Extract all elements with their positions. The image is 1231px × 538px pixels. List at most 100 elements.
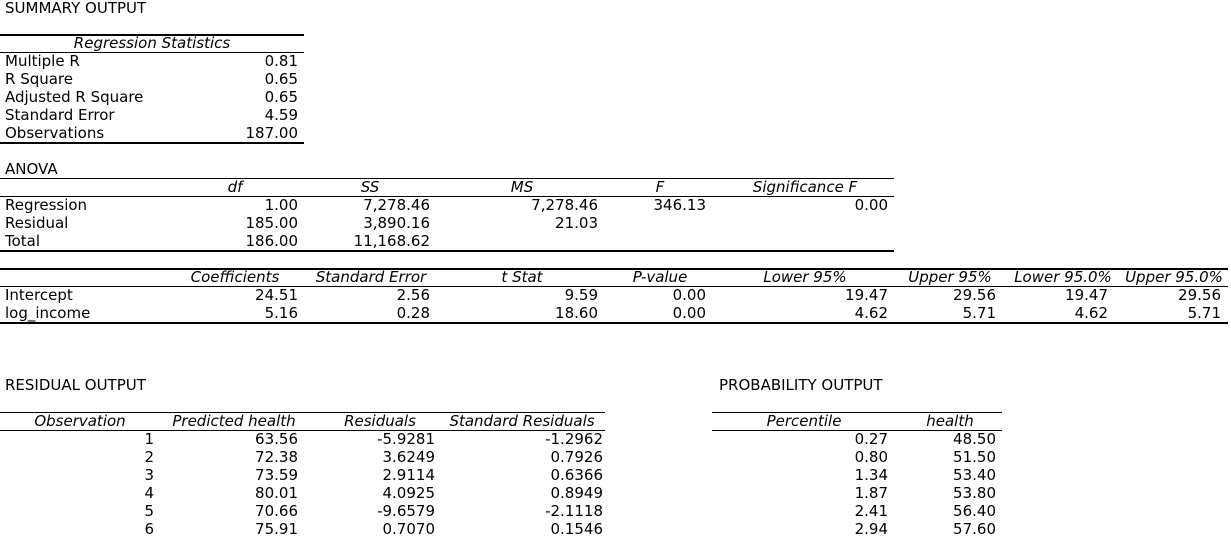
residual-cell-stdresidual: 0.1546: [550, 520, 604, 538]
residual-cell-residual: 0.7070: [382, 520, 436, 538]
probability-top-rule: [712, 412, 1002, 413]
coef-header-upper95: Upper 95%: [908, 268, 992, 286]
regstats-value: 187.00: [245, 124, 299, 142]
regstats-label: Adjusted R Square: [5, 88, 144, 106]
coef-header-stderr: Standard Error: [315, 268, 427, 286]
residual-cell-predicted: 75.91: [255, 520, 298, 538]
anova-header-df: df: [227, 178, 243, 196]
coef-cell: 4.62: [1074, 304, 1108, 322]
regstats-label: R Square: [5, 70, 73, 88]
coef-cell: 19.47: [845, 286, 888, 304]
probability-cell-health: 51.50: [953, 448, 996, 466]
residual-cell-predicted: 73.59: [255, 466, 298, 484]
regstats-top-rule: [0, 34, 304, 36]
coef-header-lower95: Lower 95%: [763, 268, 847, 286]
coef-cell: 29.56: [1178, 286, 1221, 304]
coef-cell: 0.00: [672, 286, 706, 304]
anova-cell-f: 346.13: [653, 196, 707, 214]
anova-cell-ss: 3,890.16: [363, 214, 430, 232]
anova-header-ms: MS: [510, 178, 534, 196]
residual-cell-residual: 4.0925: [382, 484, 436, 502]
regstats-value: 0.65: [264, 70, 298, 88]
coef-cell: 5.71: [962, 304, 996, 322]
probability-header-health: health: [926, 412, 974, 430]
regstats-label: Multiple R: [5, 52, 80, 70]
probability-cell-health: 53.80: [953, 484, 996, 502]
residual-header-observation: Observation: [34, 412, 126, 430]
residual-cell-obs: 3: [144, 466, 154, 484]
anova-cell-sig: 0.00: [854, 196, 888, 214]
anova-cell-ms: 7,278.46: [531, 196, 598, 214]
residual-header-residuals: Residuals: [344, 412, 416, 430]
residual-header-stdresiduals: Standard Residuals: [449, 412, 595, 430]
regstats-label: Standard Error: [5, 106, 115, 124]
residual-cell-obs: 4: [144, 484, 154, 502]
probability-cell-percentile: 0.80: [854, 448, 888, 466]
anova-top-rule: [0, 178, 894, 179]
regstats-bottom-rule: [0, 142, 304, 144]
probability-cell-health: 48.50: [953, 430, 996, 448]
residual-header-predicted: Predicted health: [172, 412, 296, 430]
residual-cell-residual: 2.9114: [382, 466, 436, 484]
coef-cell: 0.28: [396, 304, 430, 322]
residual-top-rule: [0, 412, 605, 413]
coef-header-tstat: t Stat: [501, 268, 543, 286]
anova-title: ANOVA: [5, 160, 58, 178]
coef-header-coefficients: Coefficients: [190, 268, 280, 286]
residual-cell-residual: -9.6579: [377, 502, 435, 520]
anova-cell-ms: 21.03: [555, 214, 598, 232]
anova-row-label: Regression: [5, 196, 88, 214]
probability-cell-health: 57.60: [953, 520, 996, 538]
anova-cell-df: 186.00: [245, 232, 299, 250]
coef-cell: 5.16: [264, 304, 298, 322]
residual-cell-obs: 6: [144, 520, 154, 538]
probability-header-rule: [712, 430, 1002, 431]
anova-row-label: Residual: [5, 214, 69, 232]
probability-cell-health: 53.40: [953, 466, 996, 484]
anova-cell-ss: 7,278.46: [363, 196, 430, 214]
anova-header-sig: Significance F: [752, 178, 858, 196]
residual-cell-stdresidual: 0.6366: [550, 466, 604, 484]
residual-cell-predicted: 63.56: [255, 430, 298, 448]
coef-cell: 5.71: [1187, 304, 1221, 322]
residual-cell-stdresidual: 0.7926: [550, 448, 604, 466]
coef-cell: 9.59: [564, 286, 598, 304]
coef-cell: 2.56: [396, 286, 430, 304]
residual-cell-obs: 2: [144, 448, 154, 466]
probability-cell-percentile: 1.34: [854, 466, 888, 484]
probability-title: PROBABILITY OUTPUT: [719, 376, 883, 394]
residual-cell-predicted: 70.66: [255, 502, 298, 520]
residual-cell-predicted: 72.38: [255, 448, 298, 466]
regstats-label: Observations: [5, 124, 105, 142]
coef-row-label: Intercept: [5, 286, 73, 304]
probability-cell-percentile: 2.94: [854, 520, 888, 538]
residual-cell-stdresidual: -2.1118: [545, 502, 603, 520]
regstats-header: Regression Statistics: [73, 34, 231, 52]
anova-header-ss: SS: [360, 178, 380, 196]
probability-header-percentile: Percentile: [766, 412, 842, 430]
residual-cell-obs: 5: [144, 502, 154, 520]
coef-cell: 19.47: [1065, 286, 1108, 304]
coef-bottom-rule: [0, 322, 1228, 324]
regstats-header-rule: [0, 52, 304, 53]
coef-cell: 24.51: [255, 286, 298, 304]
anova-cell-ss: 11,168.62: [353, 232, 430, 250]
anova-bottom-rule: [0, 250, 894, 252]
coef-cell: 4.62: [854, 304, 888, 322]
coef-row-label: log_income: [5, 304, 91, 322]
probability-cell-percentile: 1.87: [854, 484, 888, 502]
coef-header-lower950: Lower 95.0%: [1014, 268, 1112, 286]
residual-cell-obs: 1: [144, 430, 154, 448]
residual-cell-predicted: 80.01: [255, 484, 298, 502]
residual-cell-stdresidual: -1.2962: [545, 430, 603, 448]
summary-title: SUMMARY OUTPUT: [5, 0, 147, 17]
residual-header-rule: [0, 430, 605, 431]
regstats-value: 0.65: [264, 88, 298, 106]
residual-cell-residual: -5.9281: [377, 430, 435, 448]
residual-cell-stdresidual: 0.8949: [550, 484, 604, 502]
coef-header-rule: [0, 286, 1228, 287]
residual-cell-residual: 3.6249: [382, 448, 436, 466]
anova-cell-df: 1.00: [264, 196, 298, 214]
anova-row-label: Total: [5, 232, 41, 250]
coef-top-rule: [0, 268, 1228, 270]
